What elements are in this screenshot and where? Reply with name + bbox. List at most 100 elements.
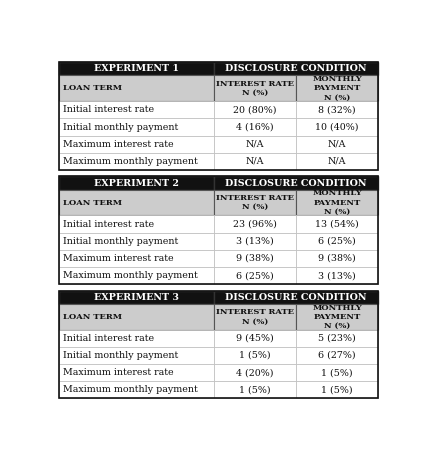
Text: 23 (96%): 23 (96%) xyxy=(233,219,276,229)
Bar xyxy=(213,153,295,170)
Text: 5 (23%): 5 (23%) xyxy=(317,334,355,343)
Bar xyxy=(213,267,295,284)
Bar xyxy=(59,190,213,215)
Text: 4 (20%): 4 (20%) xyxy=(236,368,273,377)
Text: Initial monthly payment: Initial monthly payment xyxy=(63,351,178,360)
Text: N/A: N/A xyxy=(245,157,264,166)
Text: 6 (27%): 6 (27%) xyxy=(318,351,355,360)
Bar xyxy=(59,291,377,399)
Text: Maximum interest rate: Maximum interest rate xyxy=(63,368,173,377)
Bar xyxy=(213,232,295,250)
Text: Initial interest rate: Initial interest rate xyxy=(63,219,154,229)
Bar xyxy=(213,119,295,136)
Bar xyxy=(59,364,213,381)
Bar xyxy=(213,364,295,381)
Bar xyxy=(213,304,295,330)
Text: 10 (40%): 10 (40%) xyxy=(315,123,358,132)
Text: INTEREST RATE
N (%): INTEREST RATE N (%) xyxy=(216,308,294,326)
Bar xyxy=(213,330,295,347)
Text: Initial interest rate: Initial interest rate xyxy=(63,106,154,114)
Text: 4 (16%): 4 (16%) xyxy=(236,123,273,132)
Bar xyxy=(59,250,213,267)
Text: Initial monthly payment: Initial monthly payment xyxy=(63,123,178,132)
Text: 8 (32%): 8 (32%) xyxy=(318,106,355,114)
Text: Initial monthly payment: Initial monthly payment xyxy=(63,237,178,246)
Text: 6 (25%): 6 (25%) xyxy=(236,271,273,280)
Bar xyxy=(213,347,295,364)
Bar xyxy=(59,232,213,250)
Text: INTEREST RATE
N (%): INTEREST RATE N (%) xyxy=(216,80,294,97)
Bar xyxy=(295,267,377,284)
Text: MONTHLY
PAYMENT
N (%): MONTHLY PAYMENT N (%) xyxy=(311,75,361,101)
Bar xyxy=(295,330,377,347)
Text: 1 (5%): 1 (5%) xyxy=(239,385,270,394)
Text: 1 (5%): 1 (5%) xyxy=(321,368,352,377)
Bar xyxy=(213,136,295,153)
Text: N/A: N/A xyxy=(245,140,264,149)
Bar xyxy=(295,232,377,250)
Bar xyxy=(59,176,213,190)
Text: EXPERIMENT 3: EXPERIMENT 3 xyxy=(94,293,179,302)
Text: 20 (80%): 20 (80%) xyxy=(233,106,276,114)
Bar xyxy=(295,304,377,330)
Text: Maximum monthly payment: Maximum monthly payment xyxy=(63,271,198,280)
Bar xyxy=(59,153,213,170)
Text: LOAN TERM: LOAN TERM xyxy=(63,199,122,206)
Text: 9 (45%): 9 (45%) xyxy=(236,334,273,343)
Bar xyxy=(295,136,377,153)
Text: 6 (25%): 6 (25%) xyxy=(317,237,355,246)
Text: LOAN TERM: LOAN TERM xyxy=(63,313,122,321)
Bar xyxy=(213,101,295,119)
Text: LOAN TERM: LOAN TERM xyxy=(63,84,122,93)
Text: 1 (5%): 1 (5%) xyxy=(321,385,352,394)
Bar xyxy=(59,347,213,364)
Text: 9 (38%): 9 (38%) xyxy=(236,254,273,263)
Text: 9 (38%): 9 (38%) xyxy=(317,254,355,263)
Text: 3 (13%): 3 (13%) xyxy=(317,271,355,280)
Text: EXPERIMENT 1: EXPERIMENT 1 xyxy=(94,64,179,73)
Text: EXPERIMENT 2: EXPERIMENT 2 xyxy=(94,179,179,187)
Text: Maximum monthly payment: Maximum monthly payment xyxy=(63,157,198,166)
Bar xyxy=(213,75,295,101)
Text: MONTHLY
PAYMENT
N (%): MONTHLY PAYMENT N (%) xyxy=(311,304,361,330)
Text: N/A: N/A xyxy=(327,157,345,166)
Bar xyxy=(295,75,377,101)
Bar xyxy=(59,267,213,284)
Bar xyxy=(59,176,377,284)
Bar xyxy=(59,62,377,170)
Bar xyxy=(213,381,295,399)
Bar xyxy=(295,119,377,136)
Text: Initial interest rate: Initial interest rate xyxy=(63,334,154,343)
Text: N/A: N/A xyxy=(327,140,345,149)
Text: Maximum interest rate: Maximum interest rate xyxy=(63,140,173,149)
Bar xyxy=(295,101,377,119)
Text: 3 (13%): 3 (13%) xyxy=(236,237,273,246)
Text: DISCLOSURE CONDITION: DISCLOSURE CONDITION xyxy=(225,64,366,73)
Bar xyxy=(59,75,213,101)
Text: INTEREST RATE
N (%): INTEREST RATE N (%) xyxy=(216,194,294,211)
Bar xyxy=(213,190,295,215)
Bar xyxy=(59,291,213,304)
Bar xyxy=(59,101,213,119)
Bar xyxy=(295,215,377,232)
Bar xyxy=(59,62,213,75)
Bar xyxy=(213,62,377,75)
Bar xyxy=(213,215,295,232)
Bar xyxy=(213,250,295,267)
Bar xyxy=(59,381,213,399)
Bar xyxy=(295,153,377,170)
Text: DISCLOSURE CONDITION: DISCLOSURE CONDITION xyxy=(225,179,366,187)
Bar xyxy=(295,250,377,267)
Text: Maximum interest rate: Maximum interest rate xyxy=(63,254,173,263)
Bar xyxy=(59,330,213,347)
Bar xyxy=(59,304,213,330)
Bar xyxy=(59,119,213,136)
Bar xyxy=(295,364,377,381)
Bar xyxy=(59,215,213,232)
Text: MONTHLY
PAYMENT
N (%): MONTHLY PAYMENT N (%) xyxy=(311,189,361,216)
Text: 13 (54%): 13 (54%) xyxy=(314,219,358,229)
Text: Maximum monthly payment: Maximum monthly payment xyxy=(63,385,198,394)
Text: 1 (5%): 1 (5%) xyxy=(239,351,270,360)
Bar xyxy=(59,136,213,153)
Bar xyxy=(295,381,377,399)
